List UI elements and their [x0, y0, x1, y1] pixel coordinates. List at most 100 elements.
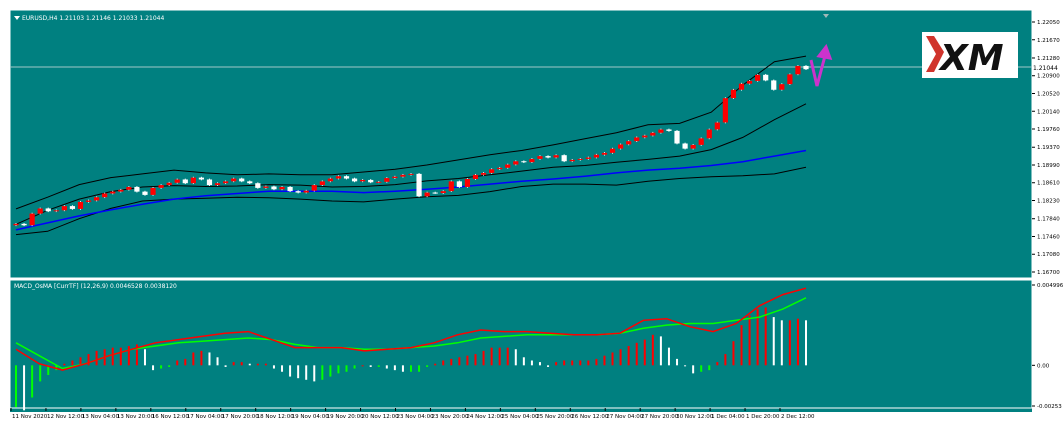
- bull-candle: [392, 176, 398, 179]
- price-axis-label: 1.22050: [1037, 20, 1060, 26]
- time-axis-label: 1 Dec 20:00: [746, 414, 780, 420]
- histogram-bar: [740, 325, 743, 366]
- price-axis: 1.22050 1.21670 1.21280 1.20900 1.20520 1.201…: [1032, 20, 1060, 276]
- bull-candle: [327, 178, 333, 182]
- time-axis-label: 19 Nov 20:00: [327, 414, 365, 420]
- price-axis-label: 1.20520: [1037, 91, 1060, 97]
- bull-candle: [214, 183, 221, 186]
- histogram-bar: [587, 360, 590, 366]
- histogram-bar: [192, 352, 195, 366]
- macd-histogram: [15, 307, 807, 411]
- chart-plot-area: [10, 10, 1032, 412]
- price-axis-label: 1.17840: [1037, 217, 1060, 223]
- xm-logo-mark-icon: [926, 36, 944, 72]
- macd-pane-border: [9, 279, 1033, 409]
- histogram-bar: [667, 347, 670, 366]
- histogram-bar: [458, 357, 461, 366]
- bull-candle: [690, 144, 696, 149]
- histogram-bar: [692, 365, 695, 374]
- bull-candle: [53, 210, 59, 212]
- top-scroll-marker-icon[interactable]: [823, 14, 829, 18]
- histogram-bar: [418, 365, 421, 372]
- bull-candle: [513, 161, 519, 165]
- histogram-bar: [579, 360, 582, 366]
- histogram-bar: [466, 355, 469, 366]
- time-axis-label: 11 Nov 2020: [12, 414, 48, 420]
- bull-candle: [360, 179, 366, 182]
- histogram-bar: [563, 360, 566, 366]
- histogram-bar: [538, 362, 541, 366]
- bollinger-bands: [15, 55, 807, 236]
- histogram-bar: [635, 342, 638, 366]
- macd-pane[interactable]: MACD_OsMA [CurrTF] (12,26,9) 0.0046528 0…: [9, 279, 1064, 411]
- bull-candle: [263, 186, 269, 188]
- bull-candle: [505, 164, 511, 168]
- histogram-bar: [47, 365, 50, 375]
- bull-candle: [440, 191, 446, 194]
- middle-band-line: [15, 103, 807, 225]
- bull-candle: [650, 132, 656, 136]
- bear-candle: [247, 181, 253, 184]
- histogram-bar: [764, 307, 767, 366]
- time-axis-label: 12 Nov 12:00: [47, 414, 85, 420]
- price-axis-label: 1.17080: [1037, 252, 1060, 258]
- histogram-bar: [595, 358, 598, 366]
- histogram-bar: [264, 363, 267, 366]
- bull-candle: [158, 185, 164, 188]
- bull-candle: [634, 137, 640, 142]
- xm-logo-text: XM: [938, 38, 1004, 79]
- histogram-bar: [200, 350, 203, 366]
- histogram-bar: [135, 344, 138, 366]
- price-axis-label: 1.21280: [1037, 56, 1060, 62]
- time-axis-label: 1 Dec 04:00: [711, 414, 745, 420]
- histogram-bar: [79, 357, 82, 366]
- time-axis-label: 23 Nov 20:00: [431, 414, 469, 420]
- time-axis-label: 23 Nov 04:00: [397, 414, 435, 420]
- bear-candle: [206, 179, 213, 186]
- bear-candle: [666, 129, 672, 131]
- histogram-bar: [321, 365, 324, 380]
- bull-candle: [29, 213, 35, 226]
- price-pane[interactable]: EURUSD,H4 1.21103 1.21146 1.21033 1.2104…: [9, 9, 1060, 279]
- histogram-bar: [659, 336, 662, 366]
- macd-axis-label: 0.004996: [1037, 283, 1064, 289]
- bear-candle: [287, 186, 293, 192]
- bull-candle: [384, 178, 390, 182]
- histogram-bar: [619, 349, 622, 366]
- bull-candle: [746, 80, 753, 84]
- histogram-bar: [401, 365, 404, 372]
- histogram-bar: [385, 365, 388, 369]
- histogram-bar: [345, 365, 348, 372]
- lower-band-line: [15, 166, 807, 236]
- bear-candle: [21, 223, 27, 226]
- histogram-bar: [329, 365, 332, 377]
- bull-candle: [166, 182, 172, 186]
- histogram-bar: [23, 365, 26, 411]
- histogram-bar: [248, 363, 251, 366]
- time-axis-label: 26 Nov 12:00: [571, 414, 609, 420]
- histogram-bar: [724, 354, 727, 366]
- bull-candle: [190, 177, 196, 184]
- histogram-bar: [426, 365, 429, 367]
- histogram-bar: [232, 362, 235, 366]
- macd-axis-label: -0.00253: [1037, 404, 1062, 410]
- histogram-bar: [361, 365, 364, 367]
- bear-candle: [771, 80, 777, 90]
- histogram-bar: [240, 362, 243, 366]
- histogram-bar: [530, 360, 533, 366]
- bull-candle: [448, 181, 454, 192]
- bull-candle: [85, 200, 92, 202]
- histogram-bar: [63, 363, 66, 366]
- time-axis-label: 27 Nov 04:00: [606, 414, 644, 420]
- price-axis-label: 1.17460: [1037, 234, 1060, 240]
- macd-axis: 0.004996 0.00 -0.00253: [1032, 283, 1064, 410]
- histogram-bar: [168, 365, 171, 367]
- pane-divider[interactable]: [10, 278, 1032, 280]
- bear-candle: [545, 156, 551, 158]
- bull-candle: [424, 192, 430, 197]
- bear-candle: [198, 177, 205, 180]
- histogram-bar: [498, 347, 501, 366]
- histogram-bar: [490, 347, 493, 366]
